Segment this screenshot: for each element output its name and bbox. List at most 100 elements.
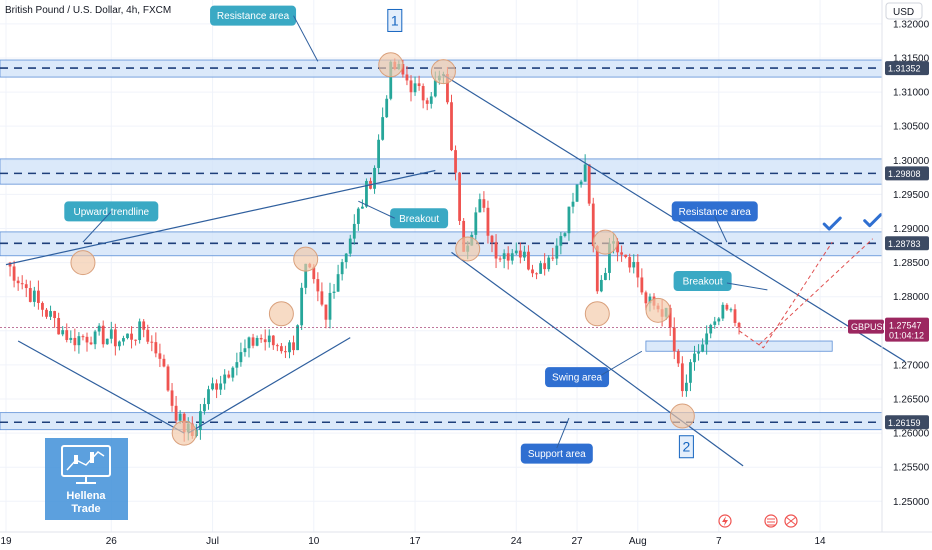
candle-body [275, 345, 279, 347]
candle-body [170, 390, 174, 406]
highlight-circle [70, 250, 96, 276]
time-tick-label: 26 [106, 536, 118, 547]
candle-body [575, 184, 579, 202]
candle-body [109, 329, 113, 339]
candle-body [344, 253, 348, 263]
currency-box[interactable] [885, 2, 923, 20]
time-axis[interactable]: 19 26 Jul 10 17 24 27 Aug 7 14 [0, 536, 826, 547]
candle-body [126, 333, 129, 339]
lightning-icon[interactable] [718, 514, 732, 528]
price-axis[interactable]: 1.32000 1.31500 1.31000 1.30500 1.30000 1.295… [893, 19, 930, 507]
candle-body [215, 383, 218, 390]
candle-body [729, 309, 733, 311]
candle-body [693, 353, 696, 363]
candle-body [219, 383, 223, 390]
candle-body [539, 263, 542, 274]
callout-pointer [358, 200, 396, 219]
lower-right-channel-line [187, 337, 351, 434]
candle-body [721, 304, 725, 319]
level-price-tag-label: 1.28783 [888, 239, 921, 249]
callout-label: Swing area [552, 373, 602, 384]
price-tick-label: 1.26500 [893, 395, 930, 406]
candle-body [150, 341, 154, 343]
callout-swing-area[interactable]: Swing area [545, 367, 610, 388]
time-tick-label: Jul [206, 536, 219, 547]
callout-resistance-area-top[interactable]: Resistance area [210, 5, 297, 26]
price-tick-label: 1.31500 [893, 53, 930, 64]
time-tick-label: 19 [0, 536, 12, 547]
time-tick-label: 7 [716, 536, 722, 547]
candle-body [328, 292, 332, 320]
circle-layer [70, 52, 695, 446]
candle-body [640, 277, 644, 293]
callout-label: Resistance area [217, 11, 290, 22]
current-price-value: 1.27547 [889, 321, 922, 331]
callout-label: Breakout [683, 277, 723, 288]
level-price-tag [885, 166, 929, 181]
candle-body [130, 333, 133, 340]
price-tick-label: 1.25000 [893, 497, 930, 508]
wave-label: 2 [678, 435, 694, 459]
symbol-tag-label: GBPUSD [851, 322, 890, 332]
candle-body [28, 288, 32, 302]
callout-box [673, 271, 732, 292]
us-flag-icon[interactable] [764, 514, 778, 528]
candle-body [235, 362, 239, 368]
price-tick-label: 1.30000 [893, 156, 930, 167]
candle-body [77, 336, 81, 346]
candle-body [705, 333, 709, 345]
candle-body [523, 251, 526, 258]
candle-body [97, 325, 101, 332]
candle-body [93, 331, 97, 345]
wave-label: 1 [387, 8, 403, 32]
uk-flag-icon[interactable] [784, 514, 798, 528]
candle-body [239, 352, 243, 363]
candle-body [138, 321, 142, 341]
candle-body [332, 291, 336, 293]
level-price-tag [885, 61, 929, 76]
candle-body [85, 336, 89, 343]
candle-body [409, 80, 413, 93]
callout-resistance-area-right[interactable]: Resistance area [671, 201, 758, 222]
candle-body [24, 284, 28, 289]
price-tick-label: 1.25500 [893, 463, 930, 474]
callout-box [390, 208, 449, 229]
candle-body [668, 307, 672, 328]
symbol-tag [848, 319, 884, 334]
candle-body [555, 245, 559, 259]
price-tick-label: 1.28000 [893, 292, 930, 303]
current-price-tag [885, 317, 929, 342]
candle-body [8, 262, 12, 267]
candle-body [628, 257, 632, 268]
swing-zone [645, 340, 833, 352]
upward-trendline [5, 169, 436, 266]
lower-descending-channel [451, 251, 744, 467]
candle-body [450, 102, 453, 151]
candle-body [680, 363, 684, 392]
candle-body [676, 351, 680, 364]
candle-body [203, 404, 206, 412]
candle-body [263, 339, 267, 343]
projection-up [738, 241, 833, 349]
candle-body [65, 330, 69, 340]
candle-body [494, 242, 498, 259]
callout-support-area[interactable]: Support area [520, 443, 593, 464]
callout-layer: Resistance area Upward trendline Breakout R… [64, 5, 883, 464]
candle-body [255, 337, 259, 346]
hellena-trade-logo: Hellena Trade [45, 438, 128, 520]
candle-body [243, 348, 247, 353]
candle-body [591, 203, 595, 247]
candle-body [69, 337, 73, 340]
callout-breakout-left[interactable]: Breakout [390, 208, 449, 229]
callout-breakout-right[interactable]: Breakout [673, 271, 732, 292]
candle-body [405, 74, 409, 81]
candle-body [401, 63, 405, 75]
currency-label: USD [893, 7, 914, 18]
candle-body [113, 329, 117, 347]
candle-body [211, 383, 214, 390]
callout-pointer [293, 15, 319, 62]
time-tick-label: 10 [308, 536, 320, 547]
callout-box [210, 5, 297, 26]
